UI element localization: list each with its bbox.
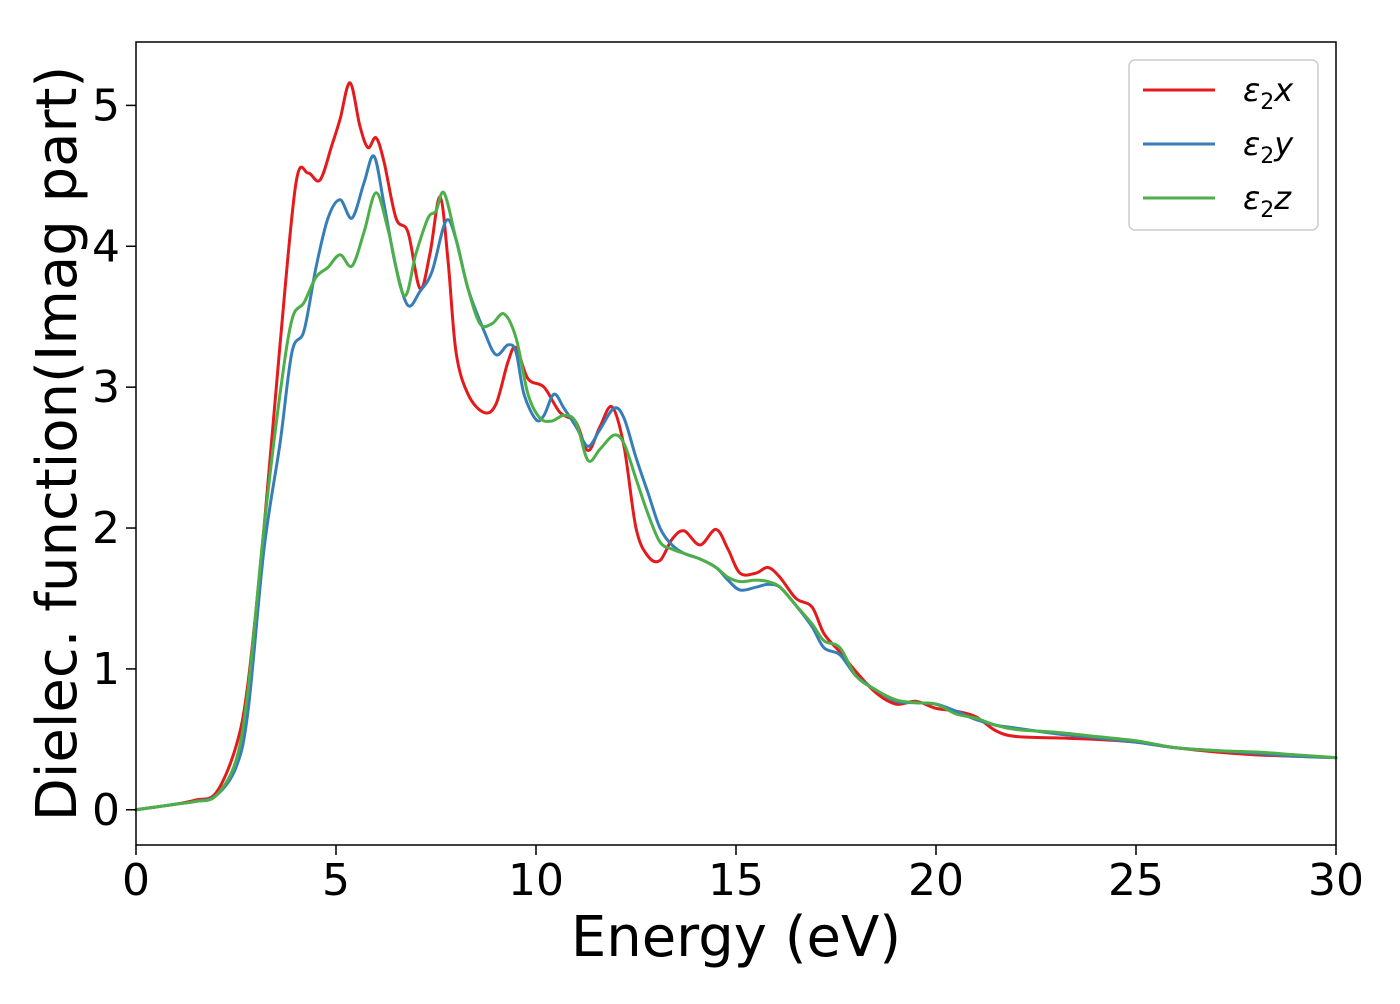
x-tick-label: 20	[908, 855, 964, 906]
x-tick-label: 10	[508, 855, 564, 906]
y-tick-label: 3	[92, 362, 120, 413]
x-tick-label: 30	[1308, 855, 1364, 906]
y-tick-label: 0	[92, 785, 120, 836]
x-axis: 0 5 10 15 20 25 30	[122, 845, 1364, 906]
series-line-z	[134, 190, 1338, 812]
x-tick-label: 0	[122, 855, 150, 906]
legend-box	[1128, 59, 1319, 231]
x-axis-label: Energy (eV)	[571, 905, 901, 970]
x-tick-label: 25	[1108, 855, 1164, 906]
legend: ε2x ε2y ε2z	[1128, 59, 1319, 231]
x-tick-label: 5	[322, 855, 350, 906]
series-layer	[134, 81, 1338, 812]
y-tick-label: 5	[92, 80, 120, 131]
y-tick-label: 1	[92, 644, 120, 695]
legend-label-y: ε2y	[1243, 125, 1294, 169]
y-axis: 0 1 2 3 4 5	[92, 80, 136, 836]
legend-label-z: ε2z	[1243, 179, 1292, 223]
y-tick-label: 4	[92, 221, 120, 272]
y-axis-label: Dielec. function(Imag part)	[25, 66, 90, 822]
y-tick-label: 2	[92, 503, 120, 554]
x-tick-label: 15	[708, 855, 764, 906]
legend-label-x: ε2x	[1243, 71, 1294, 115]
